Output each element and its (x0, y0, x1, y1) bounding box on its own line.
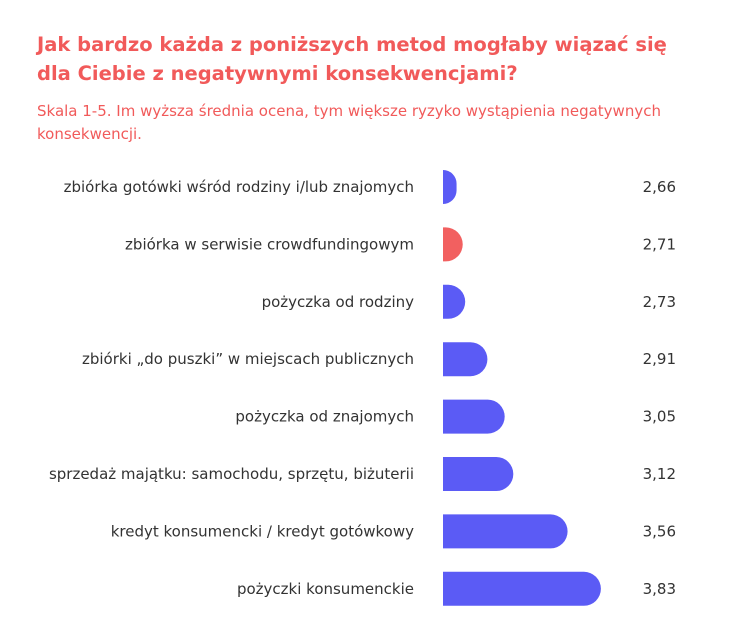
category-label: zbiórka gotówki wśród rodziny i/lub znaj… (64, 178, 414, 196)
bar-7 (443, 514, 568, 549)
value-label: 2,73 (643, 293, 676, 311)
bar-6 (443, 457, 514, 491)
bar-4 (443, 342, 488, 377)
bar-1 (443, 170, 457, 204)
chart-subtitle: Skala 1-5. Im wyższa średnia ocena, tym … (37, 102, 661, 143)
value-label: 2,91 (643, 350, 676, 368)
value-label: 3,56 (643, 522, 676, 540)
category-label: kredyt konsumencki / kredyt gotówkowy (111, 522, 414, 540)
bar-5 (443, 399, 505, 434)
value-label: 2,71 (643, 235, 676, 253)
category-label: pożyczki konsumenckie (237, 580, 414, 598)
chart-title: Jak bardzo każda z poniższych metod mogł… (37, 33, 667, 85)
value-label: 3,05 (643, 408, 676, 426)
value-label: 3,12 (643, 465, 676, 483)
category-label: pożyczka od rodziny (262, 293, 415, 311)
value-label: 3,83 (643, 580, 676, 598)
bar-2 (443, 227, 463, 262)
bar-8 (443, 571, 601, 606)
value-label: 2,66 (643, 178, 676, 196)
category-label: zbiórka w serwisie crowdfundingowym (125, 235, 414, 253)
category-label: zbiórki „do puszki” w miejscach publiczn… (82, 350, 414, 368)
category-label: sprzedaż majątku: samochodu, sprzętu, bi… (49, 465, 414, 483)
category-label: pożyczka od znajomych (235, 408, 414, 426)
bar-3 (443, 284, 466, 319)
